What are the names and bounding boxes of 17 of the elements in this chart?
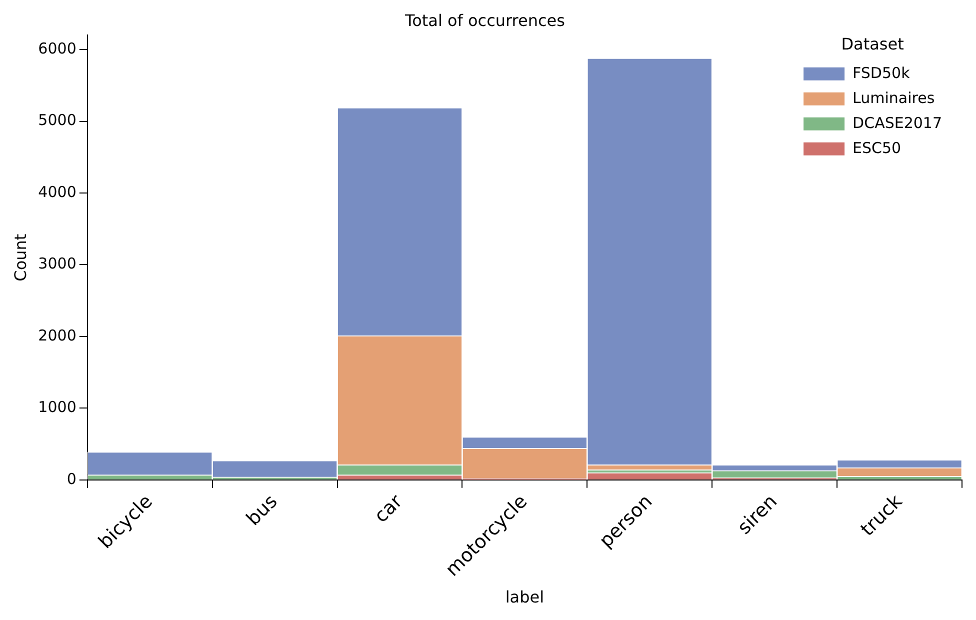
legend-label: DCASE2017 bbox=[852, 114, 942, 132]
legend-title: Dataset bbox=[841, 34, 904, 54]
y-tick-label: 5000 bbox=[38, 111, 76, 130]
y-axis-title: Count bbox=[10, 234, 30, 282]
y-tick-label: 0 bbox=[66, 470, 76, 488]
x-axis-title: label bbox=[505, 588, 544, 607]
legend-label: Luminaires bbox=[852, 88, 935, 107]
y-tick-label: 6000 bbox=[38, 39, 76, 58]
y-tick-label: 3000 bbox=[38, 254, 76, 273]
y-tick-label: 4000 bbox=[38, 182, 76, 201]
x-tick-label: bus bbox=[242, 490, 282, 530]
legend-label: FSD50k bbox=[852, 64, 910, 82]
y-tick-label: 1000 bbox=[38, 398, 76, 416]
chart-title: Total of occurrences bbox=[404, 10, 565, 30]
x-tick-label: car bbox=[370, 490, 407, 528]
y-tick-label: 2000 bbox=[38, 326, 76, 344]
legend-label: ESC50 bbox=[852, 138, 902, 157]
